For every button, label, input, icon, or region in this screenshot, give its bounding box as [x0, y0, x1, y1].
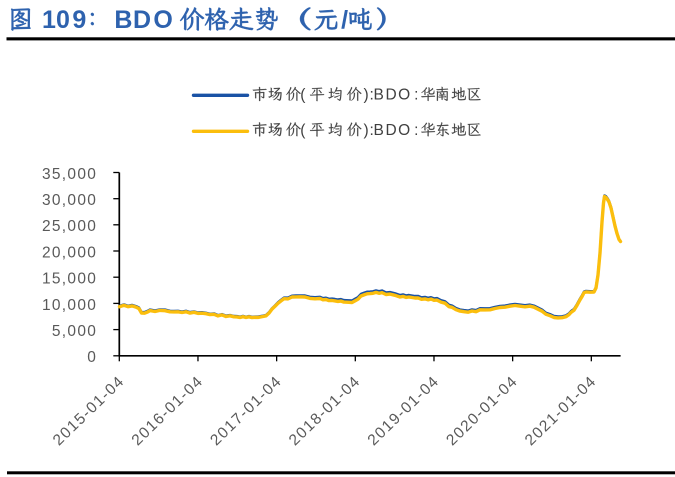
svg-text:O: O: [398, 86, 410, 103]
svg-text::: :: [414, 122, 418, 139]
svg-text:15,000: 15,000: [42, 271, 97, 288]
svg-text:9: 9: [72, 6, 86, 34]
svg-text:0: 0: [56, 6, 70, 34]
svg-text:(: (: [300, 86, 306, 103]
svg-text:O: O: [398, 122, 410, 139]
svg-text:10,000: 10,000: [42, 297, 97, 314]
svg-text:25,000: 25,000: [42, 218, 97, 235]
svg-text:0: 0: [87, 349, 97, 366]
svg-text:(: (: [300, 122, 306, 139]
svg-text:5,000: 5,000: [52, 323, 97, 340]
svg-text:B: B: [114, 6, 132, 34]
svg-text:20,000: 20,000: [42, 244, 97, 261]
svg-text:): ): [364, 86, 369, 103]
svg-text::: :: [369, 86, 373, 103]
svg-text:30,000: 30,000: [42, 192, 97, 209]
svg-text:1: 1: [42, 6, 56, 34]
svg-text:35,000: 35,000: [42, 166, 97, 183]
svg-text::: :: [369, 122, 373, 139]
svg-text::: :: [414, 86, 418, 103]
svg-text:O: O: [153, 6, 172, 34]
svg-text:D: D: [386, 122, 397, 139]
svg-text:B: B: [374, 86, 384, 103]
svg-text:D: D: [386, 86, 397, 103]
svg-text:B: B: [374, 122, 384, 139]
svg-text:/: /: [341, 6, 348, 34]
svg-text:D: D: [133, 6, 151, 34]
svg-text:): ): [364, 122, 369, 139]
